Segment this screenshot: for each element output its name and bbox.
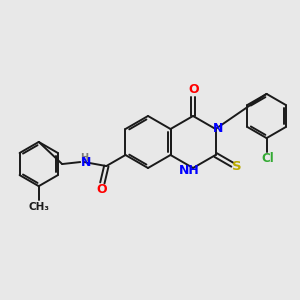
Text: S: S: [232, 160, 241, 173]
Text: O: O: [96, 184, 107, 196]
Text: Cl: Cl: [261, 152, 274, 165]
Text: NH: NH: [179, 164, 200, 176]
Text: O: O: [189, 83, 199, 96]
Text: H: H: [80, 153, 88, 163]
Text: N: N: [213, 122, 224, 134]
Text: N: N: [81, 155, 92, 169]
Text: CH₃: CH₃: [28, 202, 49, 212]
